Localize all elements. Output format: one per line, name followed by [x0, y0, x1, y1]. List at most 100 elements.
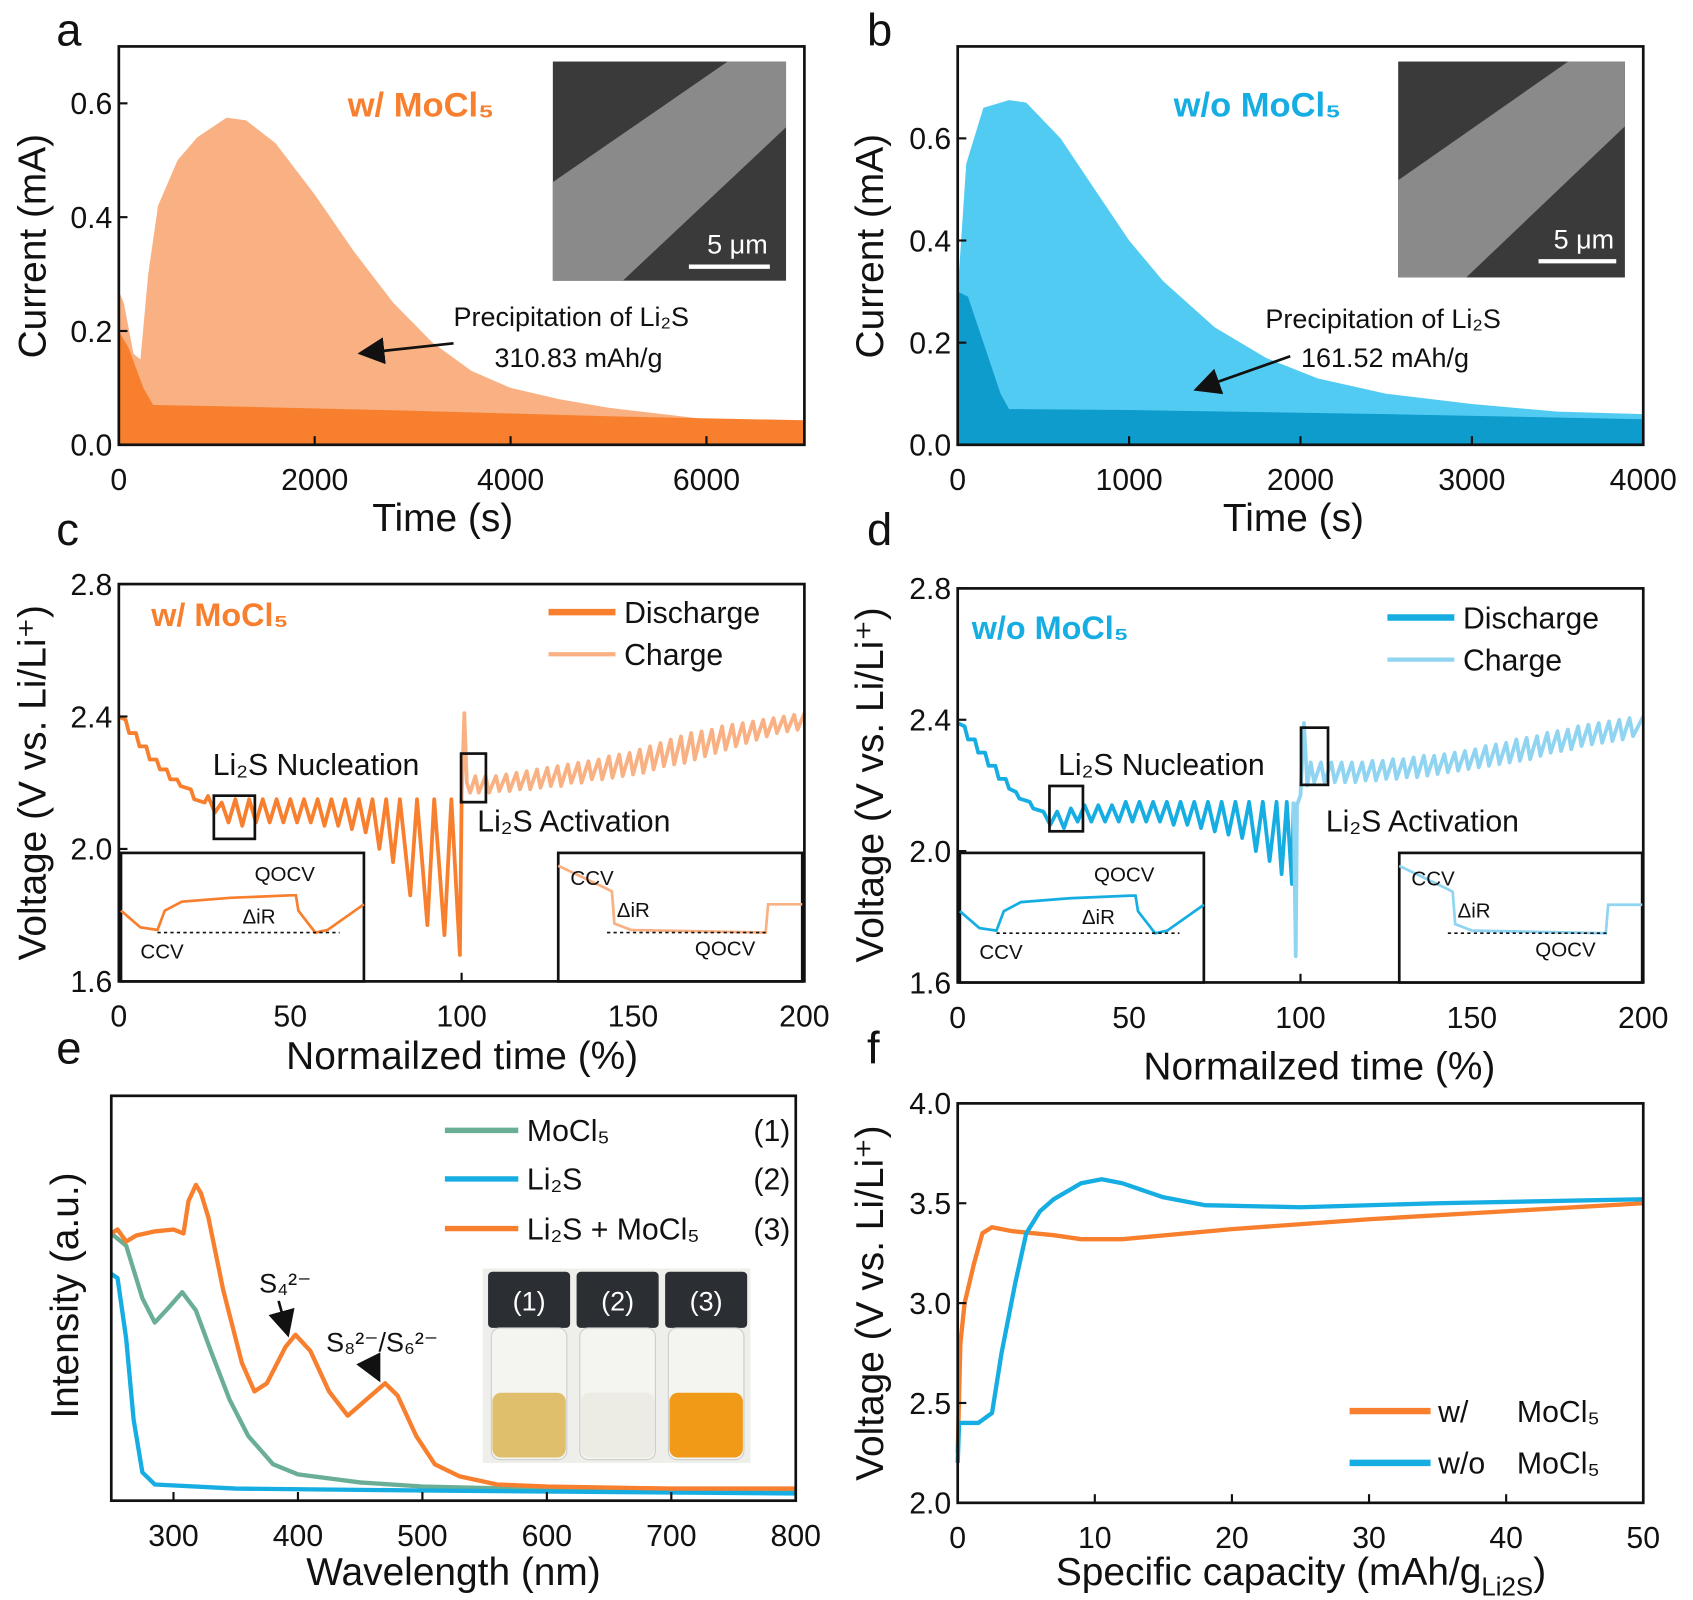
y-tick-label: 0.2: [909, 327, 951, 360]
sem-fiber: [1398, 61, 1625, 278]
legend-label: Li₂S: [527, 1164, 582, 1197]
highlight-box: [212, 794, 257, 841]
line-series-1: [110, 1272, 796, 1496]
vial-liquid: [580, 1392, 655, 1458]
y-tick-label: 0.6: [70, 88, 112, 121]
y-tick-label: 2.0: [909, 1488, 951, 1521]
x-tick-label: 50: [273, 1001, 307, 1034]
sem-inset-a: 5 μm: [552, 61, 787, 281]
panel-f: f 0 10 20 30 40 50 2.0 2.5 3.0 3.5 4.0 Specific capa…: [849, 1022, 1660, 1600]
legend-tag: (2): [753, 1164, 790, 1197]
x-tick-label: 2000: [281, 464, 348, 497]
line-series-1: [459, 711, 807, 800]
peak-annotation: S₈²⁻/S₆²⁻: [326, 1328, 438, 1358]
x-tick-label: 0: [949, 1522, 966, 1555]
x-tick-label: 100: [1275, 1002, 1325, 1035]
line-series-1: [955, 1177, 1644, 1463]
y-tick-label: 2.8: [909, 573, 951, 606]
panel-letter: a: [56, 4, 82, 55]
x-axis-label: Wavelength (nm): [306, 1551, 600, 1594]
vial-cap: [665, 1271, 748, 1328]
inset-label: QOCV: [1535, 939, 1596, 962]
plot-frame: [117, 45, 806, 447]
x-tick-label: 20: [1215, 1522, 1249, 1555]
arrow-icon: [1193, 355, 1291, 395]
x-tick-label: 800: [771, 1520, 821, 1553]
inset-label: CCV: [979, 941, 1023, 964]
panel-letter: c: [56, 504, 79, 555]
highlight-box: [1048, 784, 1085, 833]
x-tick-label: 0: [949, 464, 966, 497]
scale-bar-label: 5 μm: [1554, 224, 1615, 254]
y-tick-label: 2.0: [909, 836, 951, 869]
inset-label: CCV: [140, 940, 184, 963]
x-tick-label: 1000: [1095, 464, 1162, 497]
panel-e: e 300 400 500 600 700 800 Wavelength (nm) Intens…: [44, 1022, 821, 1593]
arrow-icon: [357, 337, 454, 365]
highlight-box: [459, 752, 488, 804]
legend-label: Discharge: [1463, 602, 1599, 635]
peak-annotation: S₄²⁻: [259, 1268, 311, 1298]
legend-label: Charge: [1463, 644, 1562, 677]
line-series-1: [1291, 715, 1645, 959]
y-tick-label: 3.5: [909, 1188, 951, 1221]
y-tick-label: 2.8: [70, 569, 112, 602]
x-tick-label: 200: [779, 1001, 829, 1034]
x-tick-label: 400: [273, 1520, 323, 1553]
y-axis-label: Intensity (a.u.): [44, 1172, 87, 1418]
activation-label: Li₂S Activation: [477, 805, 670, 838]
inset-label: QOCV: [1094, 863, 1155, 886]
legend-label: w/: [1437, 1396, 1469, 1429]
inset-label: QOCV: [695, 938, 756, 961]
panel-letter: d: [867, 504, 892, 555]
y-axis-label: Voltage (V vs. Li/Li⁺): [849, 607, 892, 962]
arrow-icon: [268, 1300, 295, 1338]
inset-label: CCV: [570, 867, 614, 890]
legend-tag: (3): [753, 1213, 790, 1246]
x-tick-label: 10: [1078, 1522, 1112, 1555]
activation-label: Li₂S Activation: [1326, 805, 1519, 838]
legend-tag: (1): [753, 1115, 790, 1148]
x-tick-label: 40: [1489, 1522, 1523, 1555]
y-tick-label: 1.6: [909, 967, 951, 1000]
inset-curve: [1398, 864, 1643, 935]
y-axis-label: Current (mA): [849, 134, 892, 359]
x-tick-label: 150: [608, 1001, 658, 1034]
line-series-0: [955, 1201, 1644, 1454]
y-tick-label: 0.2: [70, 316, 112, 349]
nucleation-label: Li₂S Nucleation: [1058, 749, 1265, 782]
y-tick-label: 0.0: [70, 430, 112, 463]
legend-label: Charge: [624, 639, 723, 672]
vial-label: (1): [513, 1287, 546, 1317]
inset-label: ΔiR: [1082, 906, 1115, 929]
legend-label: MoCl₅: [1517, 1448, 1600, 1481]
legend-label: MoCl₅: [1517, 1396, 1600, 1429]
panel-title: w/ MoCl₅: [347, 87, 494, 125]
inset-curve: [958, 894, 1205, 935]
area-series-0: [118, 117, 805, 445]
panel-title: w/ MoCl₅: [150, 597, 288, 633]
x-tick-label: 600: [522, 1520, 572, 1553]
inset-label: QOCV: [255, 863, 316, 886]
inset-curve: [120, 893, 365, 935]
area-series-1: [957, 291, 1644, 445]
x-axis-label: Normailzed time (%): [1143, 1046, 1495, 1089]
plot-frame: [109, 1094, 798, 1503]
y-tick-label: 0.6: [909, 123, 951, 156]
line-series-0: [118, 714, 464, 957]
x-tick-label: 0: [110, 1001, 127, 1034]
panel-letter: e: [56, 1022, 81, 1073]
area-series-0: [957, 100, 1644, 445]
panel-d: d 0 50 100 150 200 1.6 2.0 2.4 2.8 Normailzed time…: [849, 504, 1668, 1088]
arrow-icon: [356, 1352, 381, 1383]
annotation-text: 161.52 mAh/g: [1301, 343, 1469, 373]
inset-label: ΔiR: [1458, 900, 1491, 923]
legend-label: Li₂S + MoCl₅: [527, 1213, 700, 1246]
x-tick-label: 30: [1352, 1522, 1386, 1555]
x-tick-label: 700: [646, 1520, 696, 1553]
plot-frame: [956, 1102, 1645, 1505]
x-axis-label-subscript: Li2S: [1481, 1574, 1533, 1600]
y-axis-label: Current (mA): [11, 134, 54, 359]
x-tick-label: 500: [397, 1520, 447, 1553]
vial-cap: [576, 1271, 659, 1328]
